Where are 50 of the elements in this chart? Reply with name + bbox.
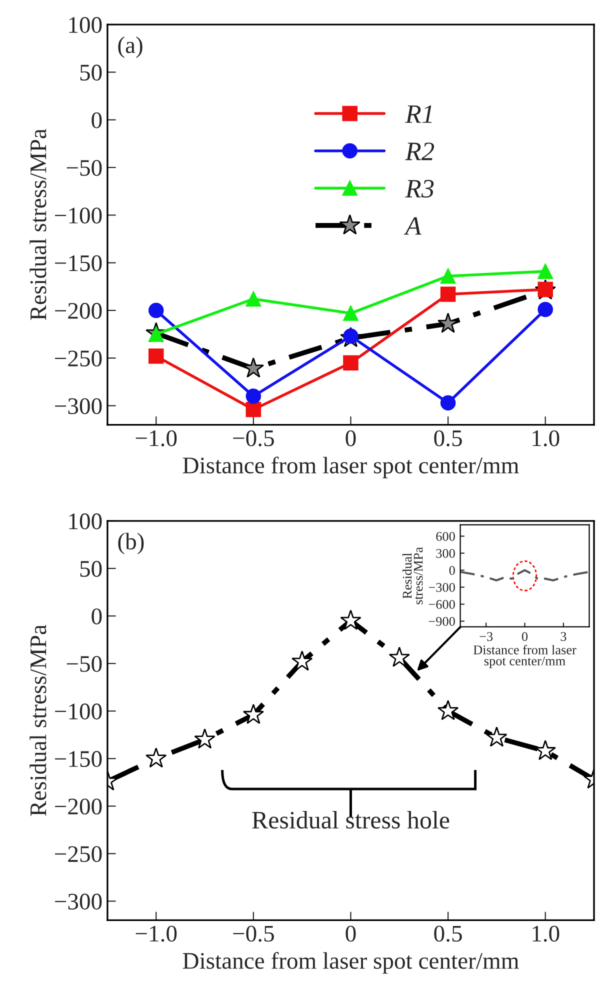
y-tick-label: 50 bbox=[80, 64, 102, 81]
x-tick-label: 0 bbox=[346, 430, 356, 446]
y-tick-label: −250 bbox=[55, 846, 102, 862]
y-tick-label: −150 bbox=[55, 751, 102, 767]
x-tick-label: −3 bbox=[480, 632, 493, 642]
legend-label: R2 bbox=[405, 142, 434, 160]
x-axis-title: Distance from laser spot center/mm bbox=[182, 952, 519, 974]
x-tick-label: 1.0 bbox=[532, 926, 560, 942]
y-tick-label: −250 bbox=[55, 350, 102, 366]
y-tick-label: −100 bbox=[55, 704, 102, 720]
y-tick-label: −200 bbox=[55, 798, 102, 815]
y-tick-label: −200 bbox=[55, 302, 102, 319]
y-tick-label: −300 bbox=[428, 582, 455, 592]
x-tick-label: −1.0 bbox=[136, 430, 177, 446]
x-tick-label: 1.0 bbox=[532, 430, 560, 446]
legend-label: R1 bbox=[405, 105, 432, 123]
x-tick-label: 0 bbox=[346, 926, 356, 942]
x-tick-label: 0.5 bbox=[434, 430, 462, 446]
y-axis-title: Residual stress/MPa bbox=[30, 624, 46, 816]
annotation: (b) bbox=[118, 532, 144, 554]
y-tick-label: 600 bbox=[436, 532, 455, 541]
y-tick-label: −600 bbox=[428, 600, 455, 609]
x-tick-label: −0.5 bbox=[233, 926, 274, 942]
y-tick-label: 100 bbox=[69, 17, 102, 33]
legend-label: R3 bbox=[405, 180, 434, 198]
x-tick-label: 0.5 bbox=[434, 926, 462, 942]
y-tick-label: −150 bbox=[55, 255, 102, 272]
x-tick-label: 3 bbox=[560, 632, 566, 642]
y-axis-title: Residual stress/MPa bbox=[30, 128, 46, 320]
x-tick-label: −0.5 bbox=[233, 430, 274, 446]
y-tick-label: 0 bbox=[449, 566, 455, 575]
y-tick-label: 0 bbox=[92, 112, 102, 128]
x-tick-label: 0 bbox=[522, 632, 528, 642]
y-tick-label: 300 bbox=[436, 548, 455, 558]
y-tick-label: −300 bbox=[55, 894, 102, 910]
legend-label: A bbox=[404, 217, 422, 235]
annotation: Residual stress hole bbox=[252, 811, 450, 829]
x-tick-label: −1.0 bbox=[136, 926, 177, 942]
y-tick-label: 0 bbox=[92, 608, 102, 624]
annotation: (a) bbox=[118, 36, 142, 58]
x-axis-title: Distance from laser spot center/mm bbox=[182, 456, 519, 478]
y-tick-label: −50 bbox=[66, 160, 102, 176]
x-axis-title: Distance from laser spot center/mm bbox=[473, 644, 576, 668]
y-tick-label: −50 bbox=[66, 656, 102, 672]
y-tick-label: −300 bbox=[55, 398, 102, 414]
y-tick-label: 50 bbox=[80, 560, 102, 577]
y-tick-label: −900 bbox=[428, 616, 455, 626]
y-tick-label: 100 bbox=[69, 513, 102, 530]
y-axis-title: Residual stress/MPa bbox=[402, 547, 423, 604]
y-tick-label: −100 bbox=[55, 208, 102, 224]
